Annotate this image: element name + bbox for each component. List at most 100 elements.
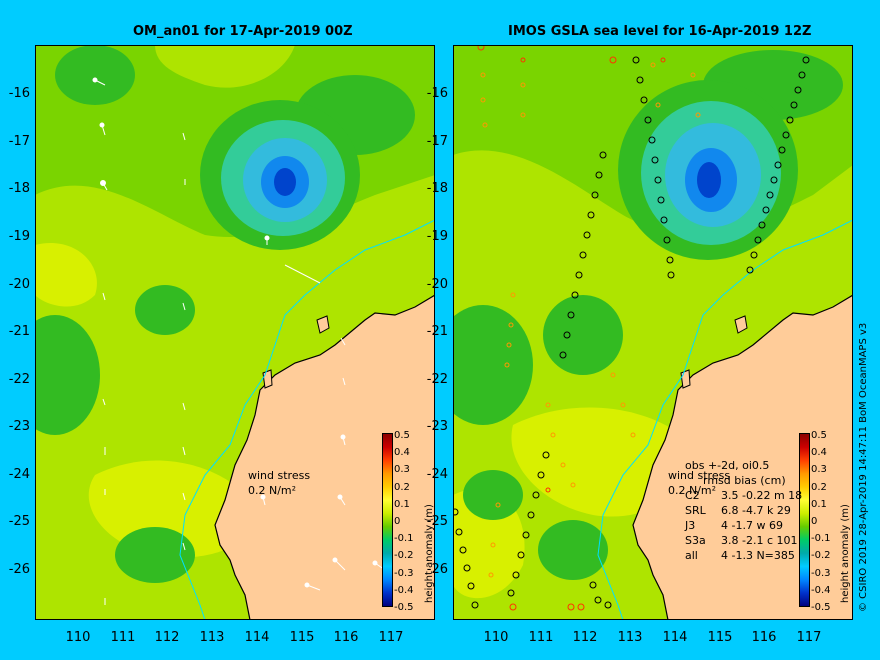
right-map-panel[interactable] [453,45,853,620]
island [734,315,748,334]
left-colorbar [382,433,393,607]
stats-row: SRL 6.8 -4.7 k 29 [685,503,802,518]
wind-label-line: wind stress [248,469,311,482]
darkgreen-blob [115,527,195,583]
lat-label: -23 [8,419,30,434]
stats-row-label: C2 [685,489,700,502]
colorbar-tick: -0.1 [394,533,414,545]
left-panel-title: OM_an01 for 17-Apr-2019 00Z [133,24,353,39]
lat-label: -24 [8,467,30,482]
land [632,294,853,620]
lat-label: -18 [426,181,448,196]
colorbar-tick: 0 [811,516,818,528]
lat-label: -17 [8,134,30,149]
stats-row-label: J3 [685,519,696,532]
colorbar-tick: -0.5 [394,602,414,614]
lat-label: -19 [8,229,30,244]
colorbar-tick: 0.5 [394,430,410,441]
darkgreen-blob [55,45,135,105]
colorbar-tick: -0.5 [811,602,831,614]
lon-label: 113 [617,630,643,645]
lon-label: 110 [483,630,509,645]
lon-label: 113 [199,630,225,645]
eddy-core [697,162,721,198]
stats-header: rmsd bias (cm) [703,474,786,487]
lon-label: 114 [662,630,688,645]
right-panel-title: IMOS GSLA sea level for 16-Apr-2019 12Z [508,24,812,39]
colorbar-tick: 0 [394,516,401,528]
eddy-core [274,168,296,196]
lon-label: 117 [378,630,404,645]
land [214,294,435,620]
lon-label: 111 [110,630,136,645]
stats-row-label: S3a [685,534,706,547]
stats-row: C2 3.5 -0.22 m 18 [685,488,802,503]
lat-label: -25 [426,514,448,529]
stats-row-label: SRL [685,504,706,517]
wind-label-line: 0.2 N/m² [248,484,297,497]
panel-frame [453,45,853,620]
colorbar-tick: 0.3 [811,464,827,476]
credit-text: © CSIRO 2019 28-Apr-2019 14:47:11 BoM Oc… [858,322,869,612]
darkgreen-blob [543,295,623,375]
lat-label: -16 [8,86,30,101]
darkgreen-blob [463,470,523,520]
colorbar-tick: -0.3 [394,567,414,579]
colorbar-tick: 0.1 [811,498,827,510]
lat-label: -20 [8,277,30,292]
lat-label: -21 [8,324,30,339]
colorbar-tick: -0.2 [811,550,831,562]
lat-label: -26 [8,562,30,577]
stats-row-values: 4 -1.3 N=385 [721,549,795,562]
wind-arrows [92,77,386,605]
altimeter-track [453,56,810,609]
stats-row-values: 6.8 -4.7 k 29 [721,504,791,517]
colorbar-tick: 0.1 [394,498,410,510]
lat-label: -23 [426,419,448,434]
lat-label: -25 [8,514,30,529]
island [680,369,691,389]
stats-row-values: 3.5 -0.22 m 18 [721,489,803,502]
island [262,369,273,389]
island [316,315,330,334]
lat-label: -24 [426,467,448,482]
darkgreen-blob [135,285,195,335]
left-map-panel[interactable] [35,45,435,620]
lat-label: -18 [8,181,30,196]
wind-label-line: wind stress [668,469,731,482]
lat-label: -26 [426,562,448,577]
lon-label: 116 [333,630,359,645]
yellow-west [35,243,97,307]
lat-label: -20 [426,277,448,292]
right-colorbar-title: height anomaly (m) [840,504,851,603]
shelf-contour [597,219,853,620]
colorbar-tick: 0.3 [394,464,410,476]
observation-dots [480,62,701,578]
right-colorbar [799,433,810,607]
colorbar-tick: 0.2 [811,481,827,493]
right-wind-stress-label: wind stress 0.2 N/m² [668,468,730,498]
colorbar-tick: -0.3 [811,567,831,579]
stats-row-values: 4 -1.7 w 69 [721,519,783,532]
observation-dots [477,45,666,611]
right-colorbar-ticks: 0.5 0.4 0.3 0.2 0.1 0 -0.1 -0.2 -0.3 -0.… [811,427,831,616]
obs-stats-box: obs +-2d, oi0.5 rmsd bias (cm) C2 3.5 -0.… [685,458,802,563]
lon-label: 117 [796,630,822,645]
colorbar-tick: 0.2 [394,481,410,493]
lon-label: 110 [65,630,91,645]
lat-label: -22 [426,372,448,387]
stats-row: all 4 -1.3 N=385 [685,548,802,563]
darkgreen-blob [538,520,608,580]
colorbar-tick: -0.4 [811,584,831,596]
lon-label: 112 [154,630,180,645]
lat-label: -21 [426,324,448,339]
lat-label: -22 [8,372,30,387]
wind-label-line: 0.2 N/m² [668,484,717,497]
darkgreen-blob [453,305,533,425]
colorbar-tick: 0.5 [811,430,827,441]
shelf-contour [179,219,435,620]
lon-label: 112 [572,630,598,645]
colorbar-tick: -0.2 [394,550,414,562]
lon-label: 115 [289,630,315,645]
lat-label: -17 [426,134,448,149]
